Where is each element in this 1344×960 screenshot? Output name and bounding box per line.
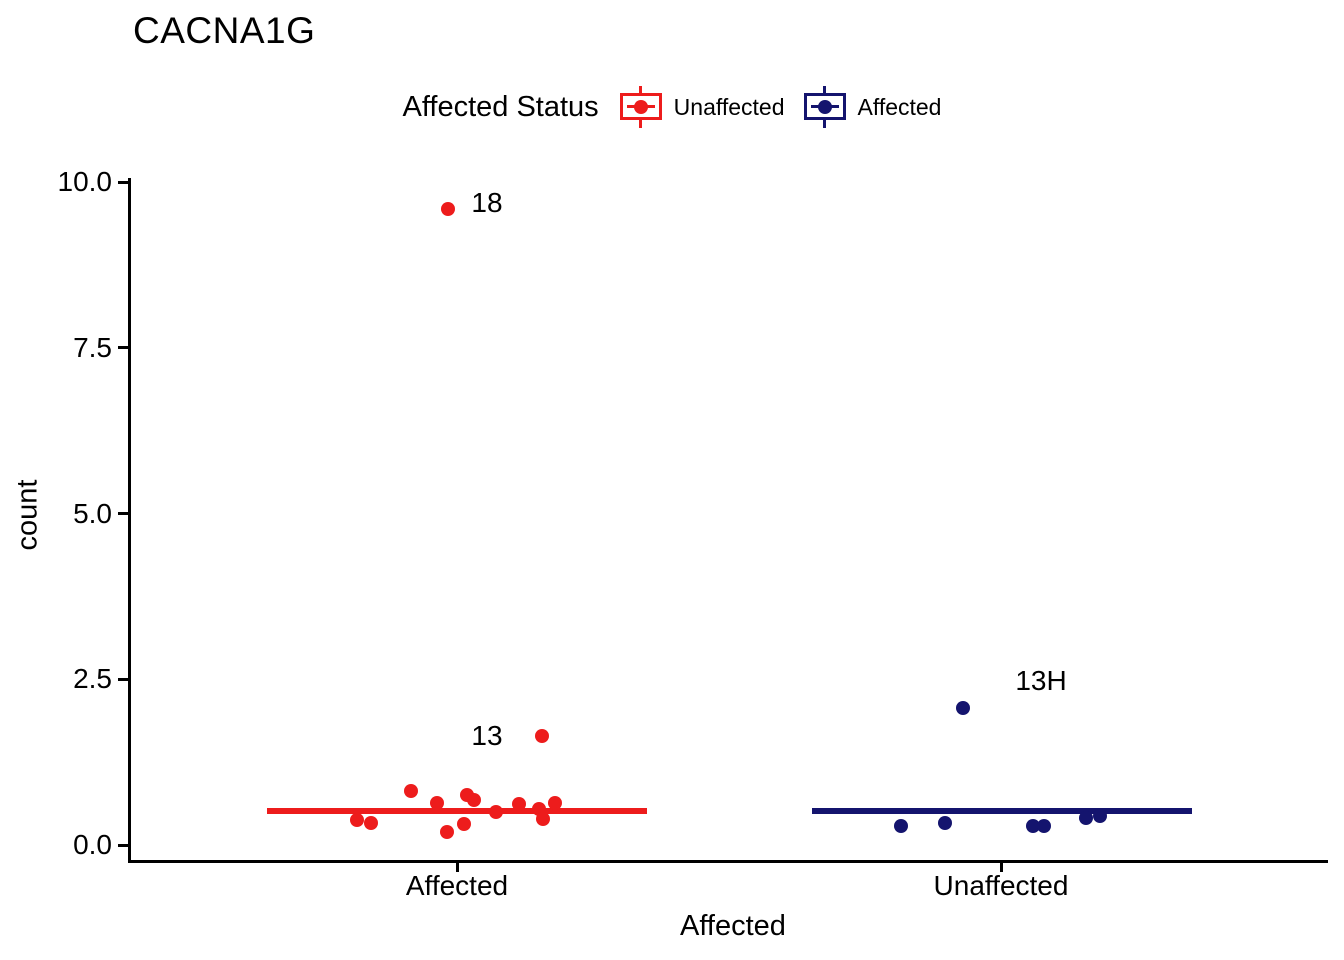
data-point <box>894 818 908 833</box>
key-point-icon <box>817 99 832 114</box>
x-axis-tick <box>999 861 1003 872</box>
y-axis-tick <box>118 843 128 847</box>
data-point <box>548 795 562 810</box>
y-axis-tick <box>118 346 128 350</box>
data-point <box>1026 818 1040 833</box>
x-axis-tick <box>455 861 459 872</box>
data-point <box>512 796 526 811</box>
y-axis-tick-label: 2.5 <box>73 663 112 695</box>
data-point <box>457 816 471 831</box>
y-axis-tick-label: 0.0 <box>73 829 112 860</box>
key-box <box>803 93 846 120</box>
x-axis-tick-label: Affected <box>405 870 509 901</box>
point-label: 13H <box>1015 665 1067 697</box>
point-label: 13 <box>471 719 503 751</box>
x-axis-title: Affected <box>680 910 786 942</box>
legend-item: Unaffected <box>619 84 785 130</box>
legend-title: Affected Status <box>402 90 599 123</box>
y-axis-tick-label: 5.0 <box>73 497 112 529</box>
data-point <box>440 824 454 839</box>
boxplot-key-icon <box>803 84 847 130</box>
y-axis-tick <box>118 180 128 184</box>
data-point <box>938 816 952 831</box>
legend-items: Unaffected Affected <box>619 84 942 130</box>
legend-item-label: Unaffected <box>673 93 785 120</box>
boxplot-key-icon <box>619 84 663 130</box>
data-point <box>364 816 378 831</box>
key-box <box>619 93 662 120</box>
data-point <box>350 812 364 827</box>
chart-title: CACNA1G <box>133 10 316 51</box>
y-axis-tick <box>118 677 128 681</box>
data-point <box>535 728 549 743</box>
data-point <box>1079 810 1093 825</box>
point-label: 18 <box>471 186 503 218</box>
y-axis-line <box>128 178 131 863</box>
data-point <box>441 201 455 216</box>
legend-item: Affected <box>803 84 942 130</box>
data-point <box>1093 808 1107 823</box>
legend: Affected Status Unaffected Affected <box>0 83 1344 131</box>
data-point <box>536 812 550 827</box>
median-line <box>812 808 1192 815</box>
data-point <box>532 801 546 816</box>
y-axis-tick-label: 10.0 <box>57 166 113 197</box>
data-point <box>467 792 481 807</box>
x-axis-tick-label: Unaffected <box>933 870 1069 901</box>
y-axis-tick <box>118 512 128 515</box>
data-point <box>430 796 444 811</box>
data-point <box>956 701 970 716</box>
data-point <box>489 804 503 819</box>
legend-item-label: Affected <box>857 93 942 120</box>
data-point <box>404 784 418 799</box>
x-axis-line <box>128 860 1328 863</box>
data-point <box>1037 818 1051 833</box>
median-line <box>267 808 647 815</box>
y-axis-tick-label: 7.5 <box>73 331 112 363</box>
key-point-icon <box>633 99 648 114</box>
